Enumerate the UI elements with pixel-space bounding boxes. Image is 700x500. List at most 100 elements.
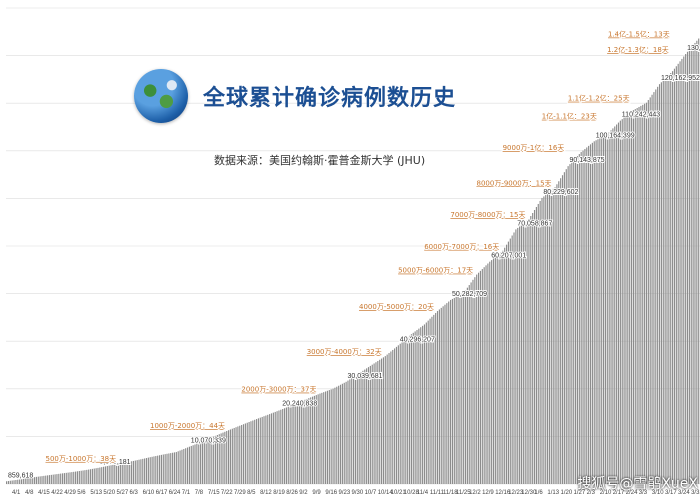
bar <box>129 461 131 484</box>
bar <box>302 400 304 484</box>
x-tick-label: 7/1 <box>182 490 191 496</box>
bar <box>431 316 433 484</box>
bar <box>360 372 362 484</box>
bar <box>556 184 558 484</box>
bar <box>233 427 235 484</box>
bar <box>464 290 467 484</box>
bar <box>248 422 250 484</box>
bar <box>101 467 103 484</box>
bar <box>123 462 125 484</box>
bar <box>483 267 485 484</box>
bar <box>621 119 623 484</box>
milestone-label: 7000万-8000万：15天 <box>450 211 525 219</box>
bar <box>91 468 93 484</box>
x-tick-label: 11/11 <box>430 490 445 496</box>
bar <box>496 255 498 484</box>
bar <box>95 468 97 484</box>
bar <box>246 422 248 484</box>
x-tick-label: 3/17 <box>665 490 677 496</box>
bar <box>436 311 439 484</box>
bar <box>179 450 181 484</box>
bar <box>86 469 88 484</box>
bar <box>427 320 429 484</box>
bar <box>311 396 314 484</box>
bar <box>80 470 82 484</box>
x-tick-label: 9/2 <box>299 490 308 496</box>
x-tick-labels-group: 4/1 4/8 4/15 4/22 4/29 5/6 5/13 5/20 5/27 6/3 6/10… <box>12 490 700 496</box>
value-label: 40,296,207 <box>400 336 435 343</box>
bar <box>492 258 495 484</box>
bar <box>405 338 407 484</box>
bar <box>89 469 92 484</box>
bar <box>155 456 157 484</box>
milestone-label: 6000万-7000万：16天 <box>424 243 499 251</box>
bar <box>22 478 24 484</box>
x-tick-label: 10/28 <box>404 490 420 496</box>
bar <box>198 443 200 484</box>
bar <box>617 122 620 484</box>
x-tick-label: 10/21 <box>391 490 407 496</box>
x-tick-label: 4/29 <box>64 490 76 496</box>
bar <box>384 356 386 484</box>
bar <box>399 343 401 484</box>
bar <box>403 340 405 484</box>
bar <box>325 391 327 484</box>
bar <box>222 432 224 484</box>
bar <box>515 229 517 484</box>
bar <box>614 126 616 484</box>
bar <box>190 445 192 484</box>
bar <box>173 452 176 484</box>
bar <box>444 304 446 484</box>
bar <box>530 216 532 484</box>
bar <box>356 374 358 484</box>
bar <box>205 439 207 484</box>
bar <box>235 427 237 484</box>
bar <box>26 478 28 484</box>
bar <box>681 58 683 484</box>
bar <box>45 475 47 484</box>
bar <box>487 263 489 484</box>
bar <box>71 472 73 484</box>
bar <box>507 241 509 484</box>
x-tick-label: 6/3 <box>130 490 139 496</box>
bar <box>388 353 390 484</box>
bar <box>244 423 246 484</box>
bar <box>418 328 420 484</box>
bar <box>261 416 263 484</box>
bar <box>668 74 670 485</box>
bar <box>164 454 166 484</box>
bar <box>422 325 424 484</box>
bar <box>241 424 243 484</box>
bar <box>97 467 99 484</box>
x-tick-label: 1/13 <box>547 490 559 496</box>
bar <box>228 430 230 484</box>
bar <box>259 417 261 484</box>
bar <box>498 253 500 484</box>
value-label: 70,058,867 <box>517 220 552 227</box>
bar <box>543 196 545 485</box>
bar <box>280 409 282 484</box>
bar <box>160 454 162 484</box>
bar <box>532 213 534 484</box>
x-tick-label: 7/29 <box>234 490 246 496</box>
bar <box>321 392 323 484</box>
bar <box>291 405 293 484</box>
milestone-label: 1.3亿-1.4亿：15天 <box>608 30 670 39</box>
bar <box>308 398 310 484</box>
bar <box>595 140 597 484</box>
bar <box>73 471 75 484</box>
bar <box>485 265 487 484</box>
bar <box>582 150 584 484</box>
milestone-label: 1亿-1.1亿：23天 <box>542 112 597 121</box>
bar <box>345 381 347 484</box>
x-tick-label: 11/4 <box>417 490 429 496</box>
bar <box>287 406 289 484</box>
bar <box>606 134 608 484</box>
x-tick-label: 3/31 <box>691 490 700 496</box>
bar <box>295 403 297 484</box>
bar <box>666 76 668 484</box>
bar <box>108 465 110 484</box>
bar <box>341 383 343 484</box>
bar <box>623 117 625 484</box>
bar <box>539 200 541 484</box>
